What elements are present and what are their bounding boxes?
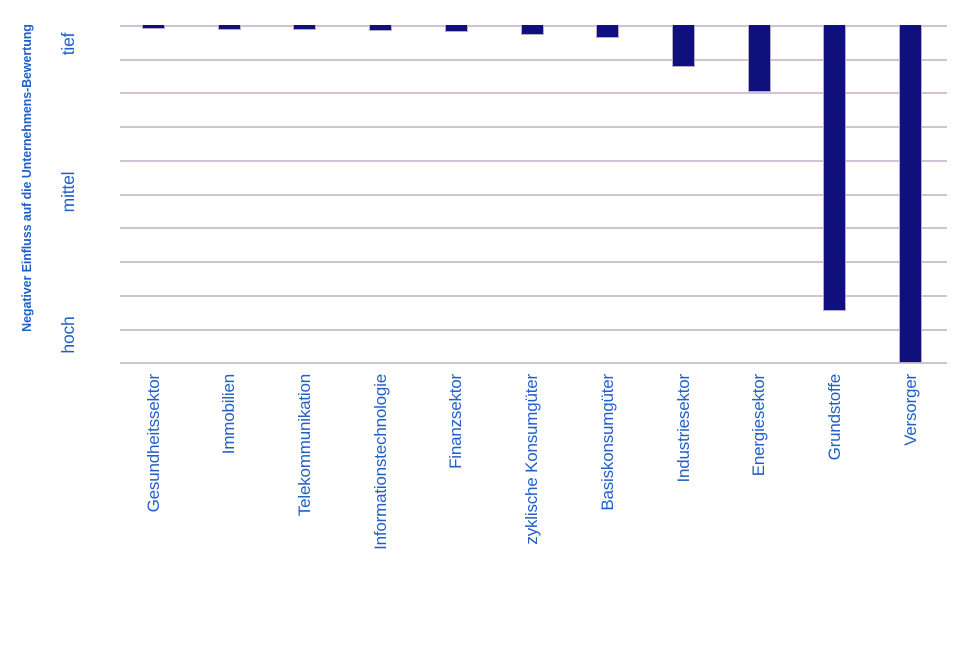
x-label-grundstoffe: Grundstoffe	[824, 374, 844, 461]
y-tick-tief: tief	[58, 32, 78, 56]
x-label-zyklische-konsumg-ter: zyklische Konsumgüter	[522, 374, 542, 545]
gridline	[120, 328, 947, 331]
x-label-energiesektor: Energiesektor	[749, 374, 769, 477]
x-label-telekommunikation: Telekommunikation	[294, 374, 314, 517]
bar-zyklische-konsumg-ter	[520, 25, 544, 36]
y-axis-title: Negativer Einfluss auf die Unternehmens-…	[20, 24, 34, 332]
x-label-basiskonsumg-ter: Basiskonsumgüter	[597, 374, 617, 511]
bar-immobilien	[217, 25, 241, 31]
bar-finanzsektor	[444, 25, 468, 33]
bar-informationstechnologie	[369, 25, 393, 32]
y-tick-mittel: mittel	[58, 171, 78, 213]
y-tick-hoch: hoch	[58, 316, 78, 354]
x-label-finanzsektor: Finanzsektor	[446, 374, 466, 469]
bar-energiesektor	[747, 25, 771, 93]
x-label-immobilien: Immobilien	[219, 374, 239, 455]
bar-chart: Negativer Einfluss auf die Unternehmens-…	[20, 24, 947, 550]
gridline	[120, 362, 947, 365]
bar-basiskonsumg-ter	[596, 25, 620, 39]
bar-industriesektor	[672, 25, 696, 68]
bar-grundstoffe	[823, 25, 847, 312]
x-label-versorger: Versorger	[900, 374, 920, 446]
bar-telekommunikation	[293, 25, 317, 31]
x-label-gesundheitssektor: Gesundheitssektor	[143, 374, 163, 513]
x-label-informationstechnologie: Informationstechnologie	[370, 374, 390, 550]
x-label-industriesektor: Industriesektor	[673, 374, 693, 483]
bar-gesundheitssektor	[142, 25, 165, 30]
bar-versorger	[899, 25, 923, 364]
